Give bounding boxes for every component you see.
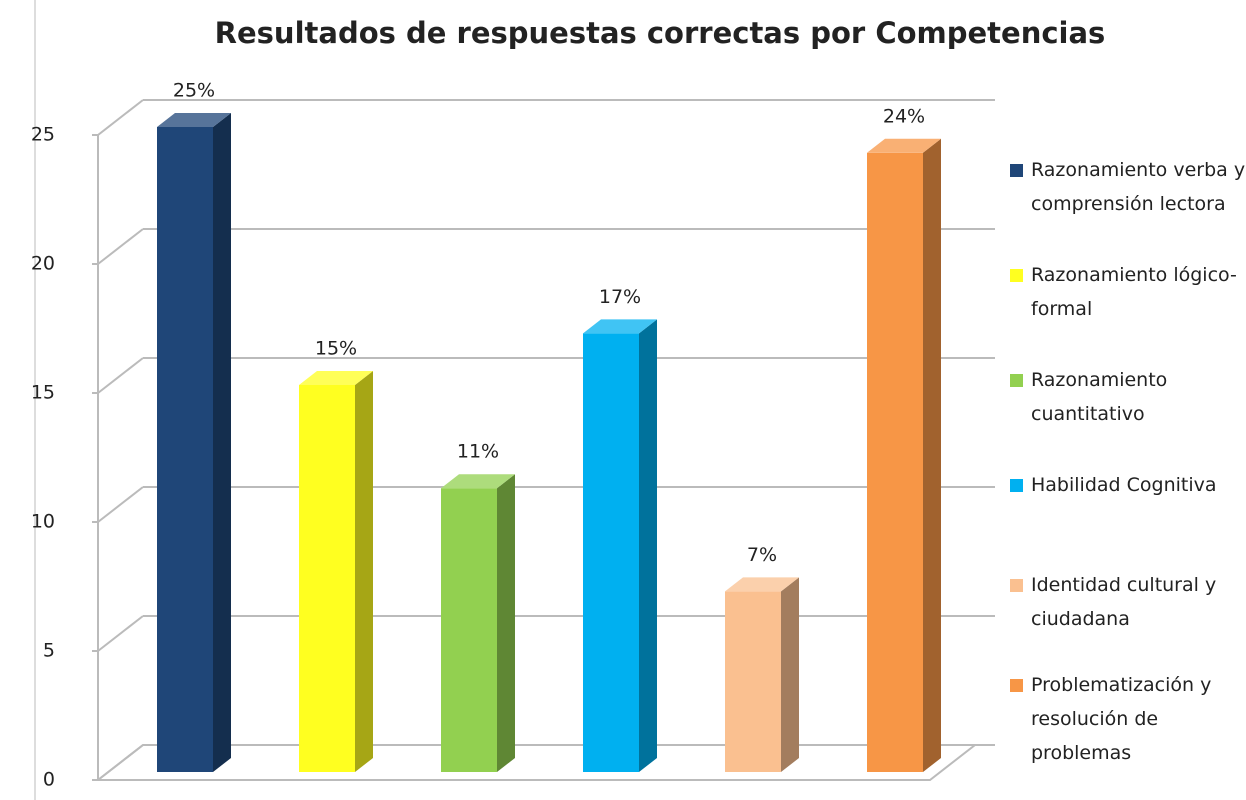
legend-swatch [1010,269,1023,282]
bar-top [299,371,373,385]
y-tick-label: 0 [43,769,55,791]
legend-label: Razonamiento lógico-formal [1031,264,1237,320]
bar-top [867,138,941,153]
y-tick-label: 25 [31,124,55,146]
bar-side [923,138,941,773]
legend-label: Habilidad Cognitiva [1031,474,1217,496]
grid-diagonal [97,744,144,781]
data-label: 11% [457,441,499,463]
bar [157,127,213,772]
bar-side [497,474,515,772]
legend-swatch [1010,374,1023,387]
bar-side [639,319,657,772]
legend-label: Razonamiento cuantitativo [1031,369,1168,425]
legend-label: Identidad cultural y ciudadana [1031,574,1217,630]
grid-diagonal [97,228,144,265]
legend-item: Problematización y resolución de problem… [1010,668,1246,770]
bar [583,333,639,772]
data-label: 15% [315,338,357,360]
data-label: 25% [173,80,215,102]
grid-diagonal [97,99,144,136]
bar-top [583,319,657,334]
bar [441,488,497,772]
chart-title: Resultados de respuestas correctas por C… [215,16,1106,50]
bar-side [213,113,231,772]
legend-item: Identidad cultural y ciudadana [1010,568,1246,636]
legend-swatch [1010,679,1023,692]
bar-side [355,371,373,772]
grid-diagonal [97,486,144,523]
bar [725,591,781,772]
bar-top [157,113,231,127]
y-tick-label: 20 [31,253,55,275]
grid-diagonal [97,357,144,394]
data-label: 24% [883,105,925,127]
bar-top [725,577,799,592]
y-tick-label: 15 [31,382,55,404]
bar-top [441,474,515,489]
legend-label: Razonamiento verba y comprensión lectora [1031,159,1246,215]
data-label: 17% [599,286,641,308]
bar [867,152,923,773]
grid-diagonal [97,615,144,652]
legend-label: Problematización y resolución de problem… [1031,674,1212,764]
y-tick-label: 10 [31,511,55,533]
legend-item: Razonamiento verba y comprensión lectora [1010,153,1246,221]
legend-item: Habilidad Cognitiva [1010,468,1246,502]
legend-item: Razonamiento lógico-formal [1010,258,1246,326]
bar [299,385,355,772]
bar-side [781,577,799,772]
legend-swatch [1010,579,1023,592]
data-label: 7% [747,544,777,566]
legend-item: Razonamiento cuantitativo [1010,363,1246,431]
legend-swatch [1010,164,1023,177]
legend-swatch [1010,479,1023,492]
y-tick-label: 5 [43,640,55,662]
